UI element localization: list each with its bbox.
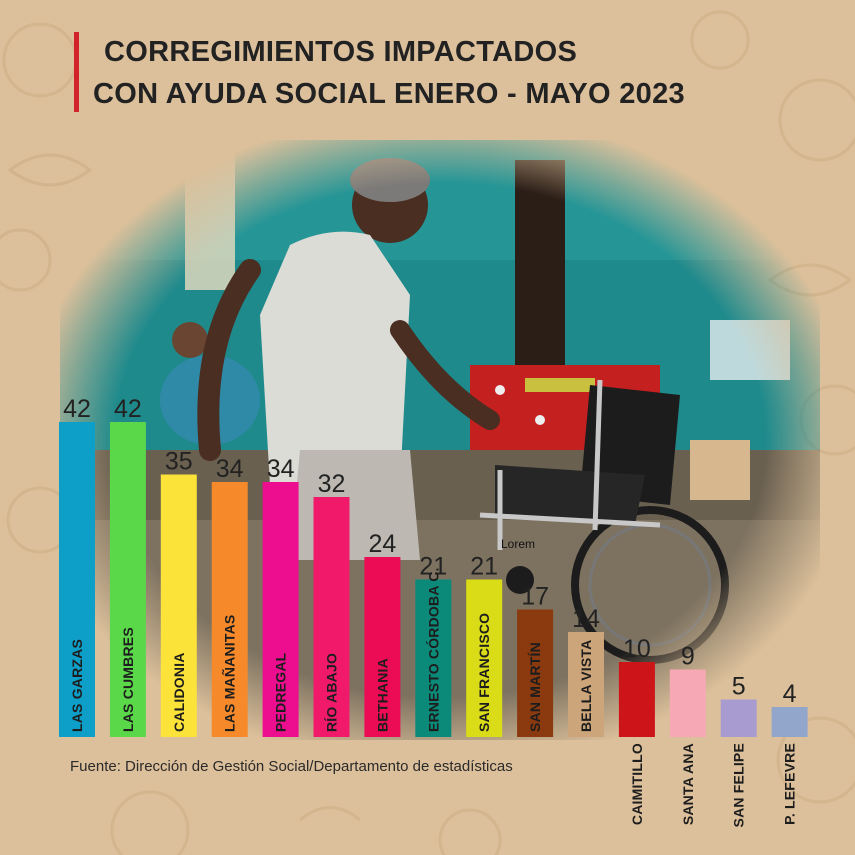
chart-title-line-2: CON AYUDA SOCIAL ENERO - MAYO 2023: [93, 78, 685, 110]
value-label-10: 17: [521, 583, 549, 611]
category-label-11: BELLA VISTA: [578, 640, 594, 732]
bar-7: [364, 557, 401, 737]
category-label-9: SAN FRANCISCO: [476, 613, 492, 732]
category-label-7: BETHANIA: [374, 658, 390, 732]
category-label-6: RÍO ABAJO: [324, 653, 340, 732]
title-accent-bar: [74, 32, 79, 112]
category-label-4: LAS MAÑANITAS: [221, 615, 238, 732]
category-label-2: LAS CUMBRES: [120, 627, 136, 732]
bar-5: [262, 482, 299, 737]
category-label-1: LAS GARZAS: [69, 639, 85, 732]
value-label-14: 5: [732, 673, 746, 701]
value-label-3: 35: [165, 448, 193, 476]
bar-15: [771, 707, 808, 737]
value-label-2: 42: [114, 395, 142, 423]
category-label-10: SAN MARTÍN: [527, 642, 543, 732]
bar-10: [517, 609, 554, 737]
value-label-1: 42: [63, 395, 91, 423]
value-label-5: 34: [267, 455, 295, 483]
bar-12: [618, 662, 655, 737]
bar-2: [109, 422, 146, 737]
bar-3: [160, 474, 197, 737]
bar-9: [466, 579, 503, 737]
value-label-7: 24: [368, 530, 396, 558]
photo-caption: Lorem: [501, 537, 536, 551]
value-label-8: 21: [419, 553, 447, 581]
bar-4: [211, 482, 248, 737]
value-label-12: 10: [623, 635, 651, 663]
bar-13: [669, 669, 706, 737]
bar-8: [415, 579, 452, 737]
bar-6: [313, 497, 350, 737]
category-label-8: ERNESTO CÓRDOBA C.: [424, 567, 441, 732]
value-label-15: 4: [783, 680, 797, 708]
category-label-5: PEDREGAL: [273, 652, 289, 732]
bar-11: [568, 632, 604, 737]
category-label-3: CALIDONIA: [171, 652, 187, 732]
value-label-13: 9: [681, 643, 695, 671]
source-note: Fuente: Dirección de Gestión Social/Depa…: [70, 758, 513, 775]
bar-14: [720, 699, 757, 737]
value-label-6: 32: [318, 470, 346, 498]
chart-title-line-1: CORREGIMIENTOS IMPACTADOS: [104, 36, 578, 68]
bar-1: [59, 422, 95, 737]
category-label-14: SAN FELIPE: [731, 743, 747, 827]
value-label-11: 14: [572, 605, 600, 633]
category-label-13: SANTA ANA: [680, 743, 696, 825]
value-label-4: 34: [216, 455, 244, 483]
category-label-15: P. LEFEVRE: [782, 743, 798, 825]
value-label-9: 21: [470, 553, 498, 581]
category-label-12: CAIMITILLO: [629, 743, 645, 825]
